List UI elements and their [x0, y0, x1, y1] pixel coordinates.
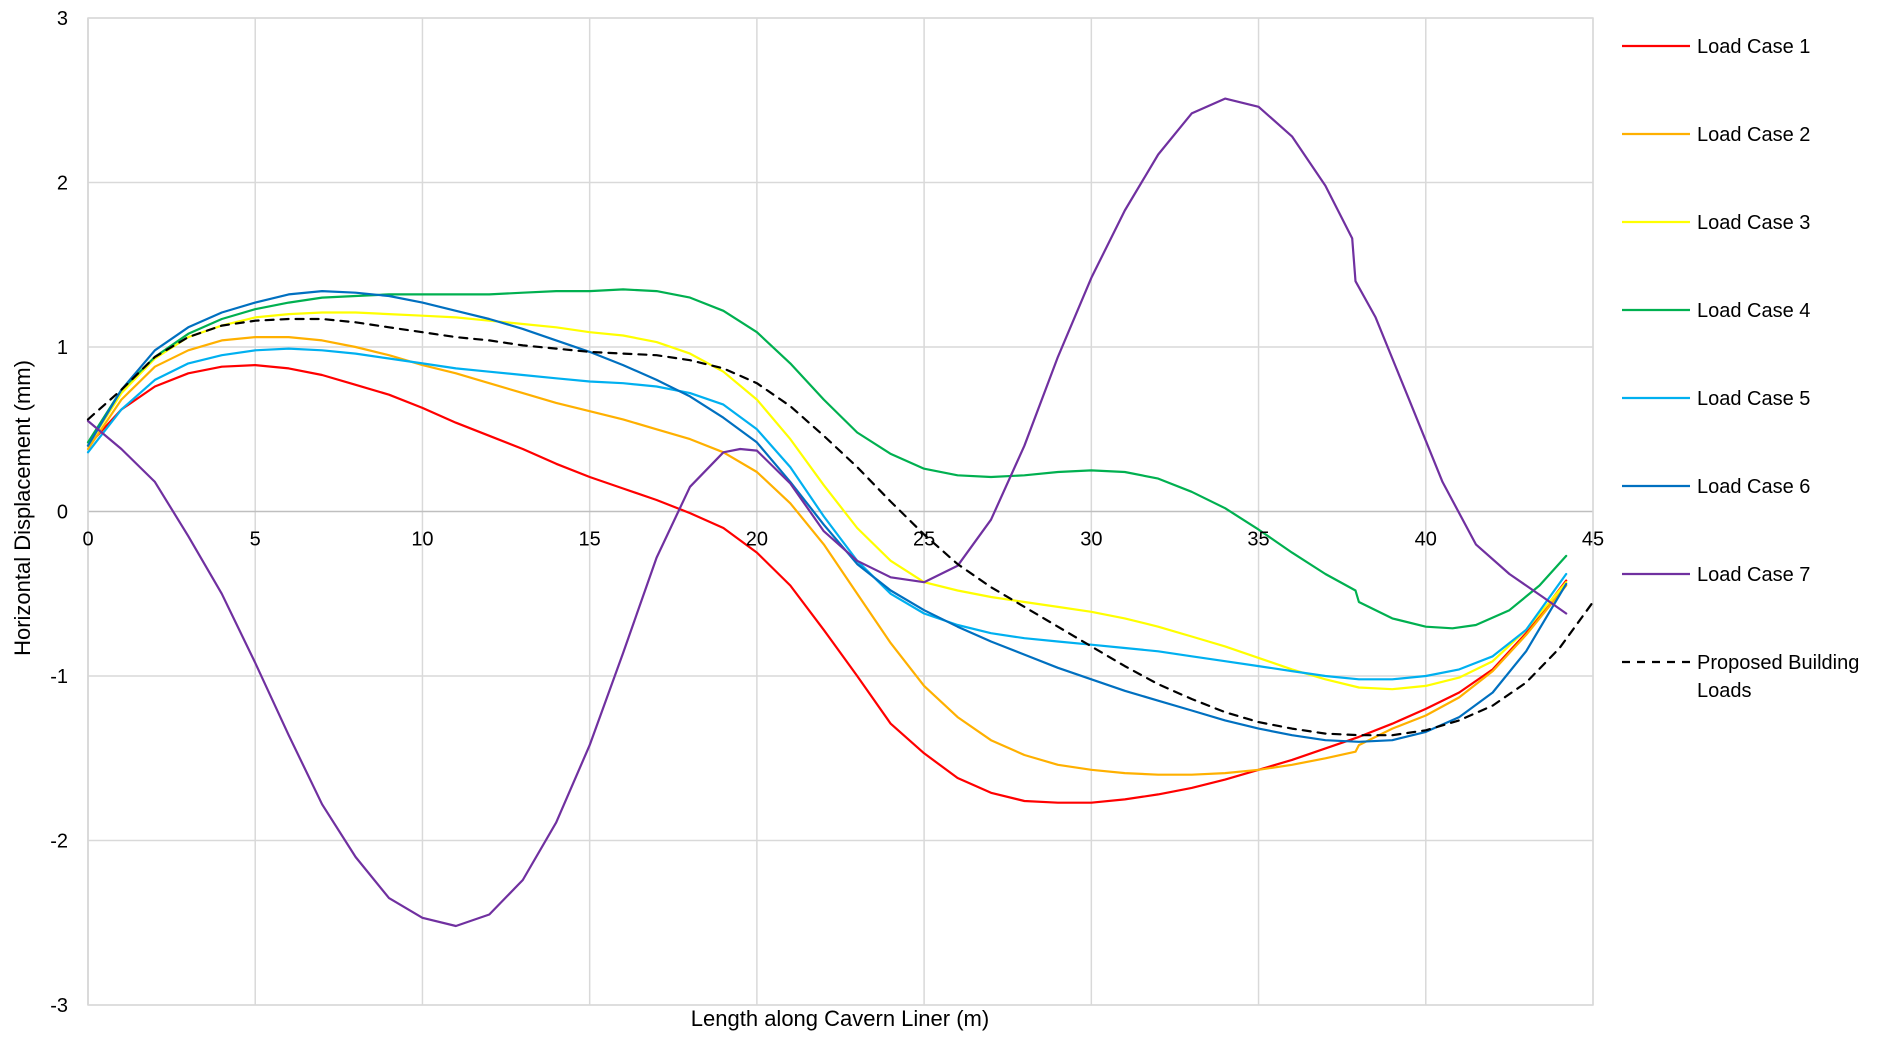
legend-label-load-case-2: Load Case 2: [1697, 124, 1810, 146]
axes: [87, 17, 1594, 1006]
x-tick-label: 25: [913, 529, 935, 551]
series-line-load-case-7: [86, 97, 1568, 928]
legend: Load Case 1 Load Case 2 Load Case 3 Load Ca…: [1622, 36, 1859, 702]
series-line-load-case-2: [86, 336, 1568, 776]
y-tick-label: -1: [50, 666, 68, 688]
x-tick-label: 30: [1080, 529, 1102, 551]
legend-label-load-case-1: Load Case 1: [1697, 36, 1810, 58]
x-tick-label: 20: [746, 529, 768, 551]
series-line-load-case-6: [86, 290, 1568, 743]
y-tick-label: -2: [50, 831, 68, 853]
series-line-proposed-building-loads: [86, 317, 1595, 737]
x-tick-label: 40: [1415, 529, 1437, 551]
x-tick-label: 0: [82, 529, 93, 551]
series-line-load-case-4: [86, 288, 1568, 630]
y-tick-label: 0: [57, 502, 68, 524]
legend-label-load-case-7: Load Case 7: [1697, 564, 1810, 586]
series-lines: [86, 97, 1595, 928]
x-tick-label: 10: [411, 529, 433, 551]
x-tick-label: 35: [1247, 529, 1269, 551]
y-tick-label: -3: [50, 995, 68, 1017]
x-tick-label: 5: [250, 529, 261, 551]
plot-area-border: [87, 17, 1594, 1006]
series-line-load-case-3: [86, 311, 1568, 691]
series-line-load-case-1: [86, 364, 1568, 804]
legend-label-load-case-4: Load Case 4: [1697, 300, 1810, 322]
y-tick-label: 1: [57, 337, 68, 359]
y-tick-label: 2: [57, 173, 68, 195]
x-tick-label: 15: [579, 529, 601, 551]
series-line-load-case-5: [86, 347, 1568, 681]
legend-label-load-case-5: Load Case 5: [1697, 388, 1810, 410]
x-tick-label: 45: [1582, 529, 1604, 551]
x-axis-title: Length along Cavern Liner (m): [691, 1006, 989, 1031]
legend-label-load-case-3: Load Case 3: [1697, 212, 1810, 234]
y-tick-label: 3: [57, 8, 68, 30]
legend-label-load-case-6: Load Case 6: [1697, 476, 1810, 498]
legend-label-proposed-building-loads: Proposed Building Loads: [1697, 652, 1859, 702]
y-axis-title: Horizontal Displacement (mm): [10, 360, 35, 656]
